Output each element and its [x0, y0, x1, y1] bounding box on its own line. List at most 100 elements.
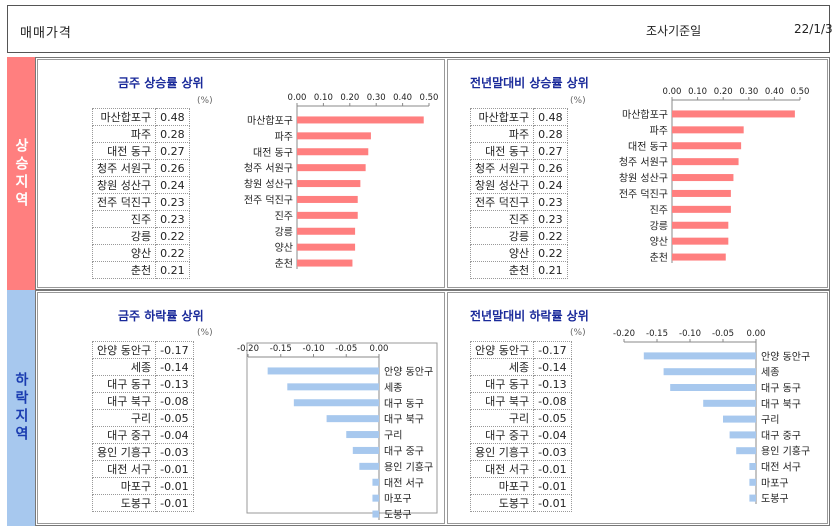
category-label: 진주: [275, 210, 293, 222]
category-label: 도봉구: [384, 509, 412, 521]
x-tick-label: 0.10: [314, 93, 333, 103]
x-tick-label: 0.40: [765, 87, 784, 97]
bar: [672, 126, 744, 134]
category-label: 마산합포구: [622, 109, 668, 121]
category-label: 구리: [761, 414, 779, 426]
region-name: 창원 성산구: [469, 176, 535, 194]
x-tick-label: -0.20: [613, 329, 635, 339]
unit-label: (%): [197, 328, 213, 338]
table-row: 청주 서원구 0.26: [91, 159, 190, 177]
x-tick-label: -0.10: [303, 344, 325, 354]
table-row: 양산 0.22: [469, 244, 568, 262]
survey-date-value: 22/1/3: [794, 22, 833, 36]
category-label: 대구 북구: [384, 414, 424, 426]
bar: [297, 116, 424, 124]
bar: [352, 446, 379, 454]
x-tick-label: 0.10: [688, 87, 707, 97]
unit-label: (%): [197, 96, 213, 106]
region-name: 마포구: [469, 477, 535, 495]
ranking-table: 마산합포구 0.48 파주 0.28 대전 동구 0.27 청주 서원구 0.26 창원 성산구…: [469, 108, 568, 279]
bar: [359, 462, 379, 470]
category-label: 안양 동안구: [384, 366, 433, 378]
table-row: 강릉 0.22: [91, 227, 190, 245]
category-label: 구리: [384, 430, 402, 442]
category-label: 대구 중구: [384, 445, 424, 457]
table-row: 세종 -0.14: [469, 358, 572, 376]
region-name: 청주 서원구: [469, 159, 535, 177]
region-name: 춘천: [469, 261, 535, 279]
category-label: 청주 서원구: [244, 163, 293, 175]
rate-value: -0.17: [533, 341, 572, 359]
rate-value: -0.01: [155, 477, 194, 495]
region-name: 양산: [91, 244, 157, 262]
rate-value: -0.04: [533, 426, 572, 444]
rate-value: -0.08: [155, 392, 194, 410]
table-row: 춘천 0.21: [91, 261, 190, 279]
bar: [663, 368, 756, 376]
bar: [372, 478, 379, 486]
category-label: 대구 동구: [384, 398, 424, 410]
table-row: 마포구 -0.01: [91, 477, 194, 495]
x-tick-label: 0.00: [663, 87, 682, 97]
page-title: 매매가격: [20, 26, 72, 41]
x-tick-label: 0.50: [420, 93, 439, 103]
bar: [672, 174, 734, 182]
x-tick-label: 0.20: [714, 87, 733, 97]
rate-value: -0.14: [533, 358, 572, 376]
table-row: 대전 동구 0.27: [91, 142, 190, 160]
table-row: 도봉구 -0.01: [91, 494, 194, 512]
region-name: 대구 동구: [91, 375, 157, 393]
bar: [672, 110, 795, 118]
category-label: 전주 덕진구: [619, 188, 668, 200]
chart-title: 금주 하락률 상위: [118, 309, 204, 323]
table-row: 진주 0.23: [91, 210, 190, 228]
category-label: 용인 기흥구: [384, 460, 433, 473]
rate-value: -0.13: [155, 375, 194, 393]
region-name: 청주 서원구: [91, 159, 157, 177]
chart-title: 전년말대비 하락률 상위: [470, 309, 589, 323]
bar: [346, 431, 379, 439]
x-tick-label: -0.05: [335, 344, 357, 354]
rate-value: 0.28: [155, 125, 190, 143]
bar: [293, 399, 379, 407]
bar: [326, 415, 379, 423]
x-tick-label: 0.00: [747, 329, 766, 339]
ranking-table: 안양 동안구 -0.17 세종 -0.14 대구 동구 -0.13 대구 북구 -0.08 구리…: [469, 341, 572, 512]
bar: [297, 227, 356, 235]
table-row: 춘천 0.21: [469, 261, 568, 279]
table-row: 안양 동안구 -0.17: [469, 341, 572, 359]
bar: [672, 205, 731, 213]
table-row: 대전 서구 -0.01: [469, 460, 572, 478]
category-label: 안양 동안구: [761, 351, 810, 363]
region-name: 전주 덕진구: [469, 193, 535, 211]
bar: [297, 259, 353, 267]
bar: [297, 211, 358, 219]
bar: [672, 158, 739, 166]
x-tick-label: -0.10: [679, 329, 701, 339]
bar: [372, 494, 379, 502]
x-tick-label: -0.20: [237, 344, 259, 354]
table-row: 대구 북구 -0.08: [91, 392, 194, 410]
bar: [267, 367, 379, 375]
table-row: 도봉구 -0.01: [469, 494, 572, 512]
x-tick-label: 0.40: [393, 93, 412, 103]
rate-value: -0.01: [533, 494, 572, 512]
bar: [736, 447, 756, 455]
category-label: 대전 동구: [628, 141, 668, 153]
category-label: 대구 북구: [761, 398, 801, 410]
x-tick-label: 0.20: [340, 93, 359, 103]
bar: [703, 399, 756, 407]
bar: [297, 180, 361, 188]
rate-value: 0.22: [155, 227, 190, 245]
rate-value: 0.24: [155, 176, 190, 194]
category-label: 마포구: [761, 477, 789, 489]
category-label: 진주: [650, 204, 668, 216]
table-row: 전주 덕진구 0.23: [469, 193, 568, 211]
unit-label: (%): [570, 328, 586, 338]
rate-value: -0.01: [533, 477, 572, 495]
bar: [749, 463, 756, 470]
x-tick-label: -0.05: [712, 329, 734, 339]
